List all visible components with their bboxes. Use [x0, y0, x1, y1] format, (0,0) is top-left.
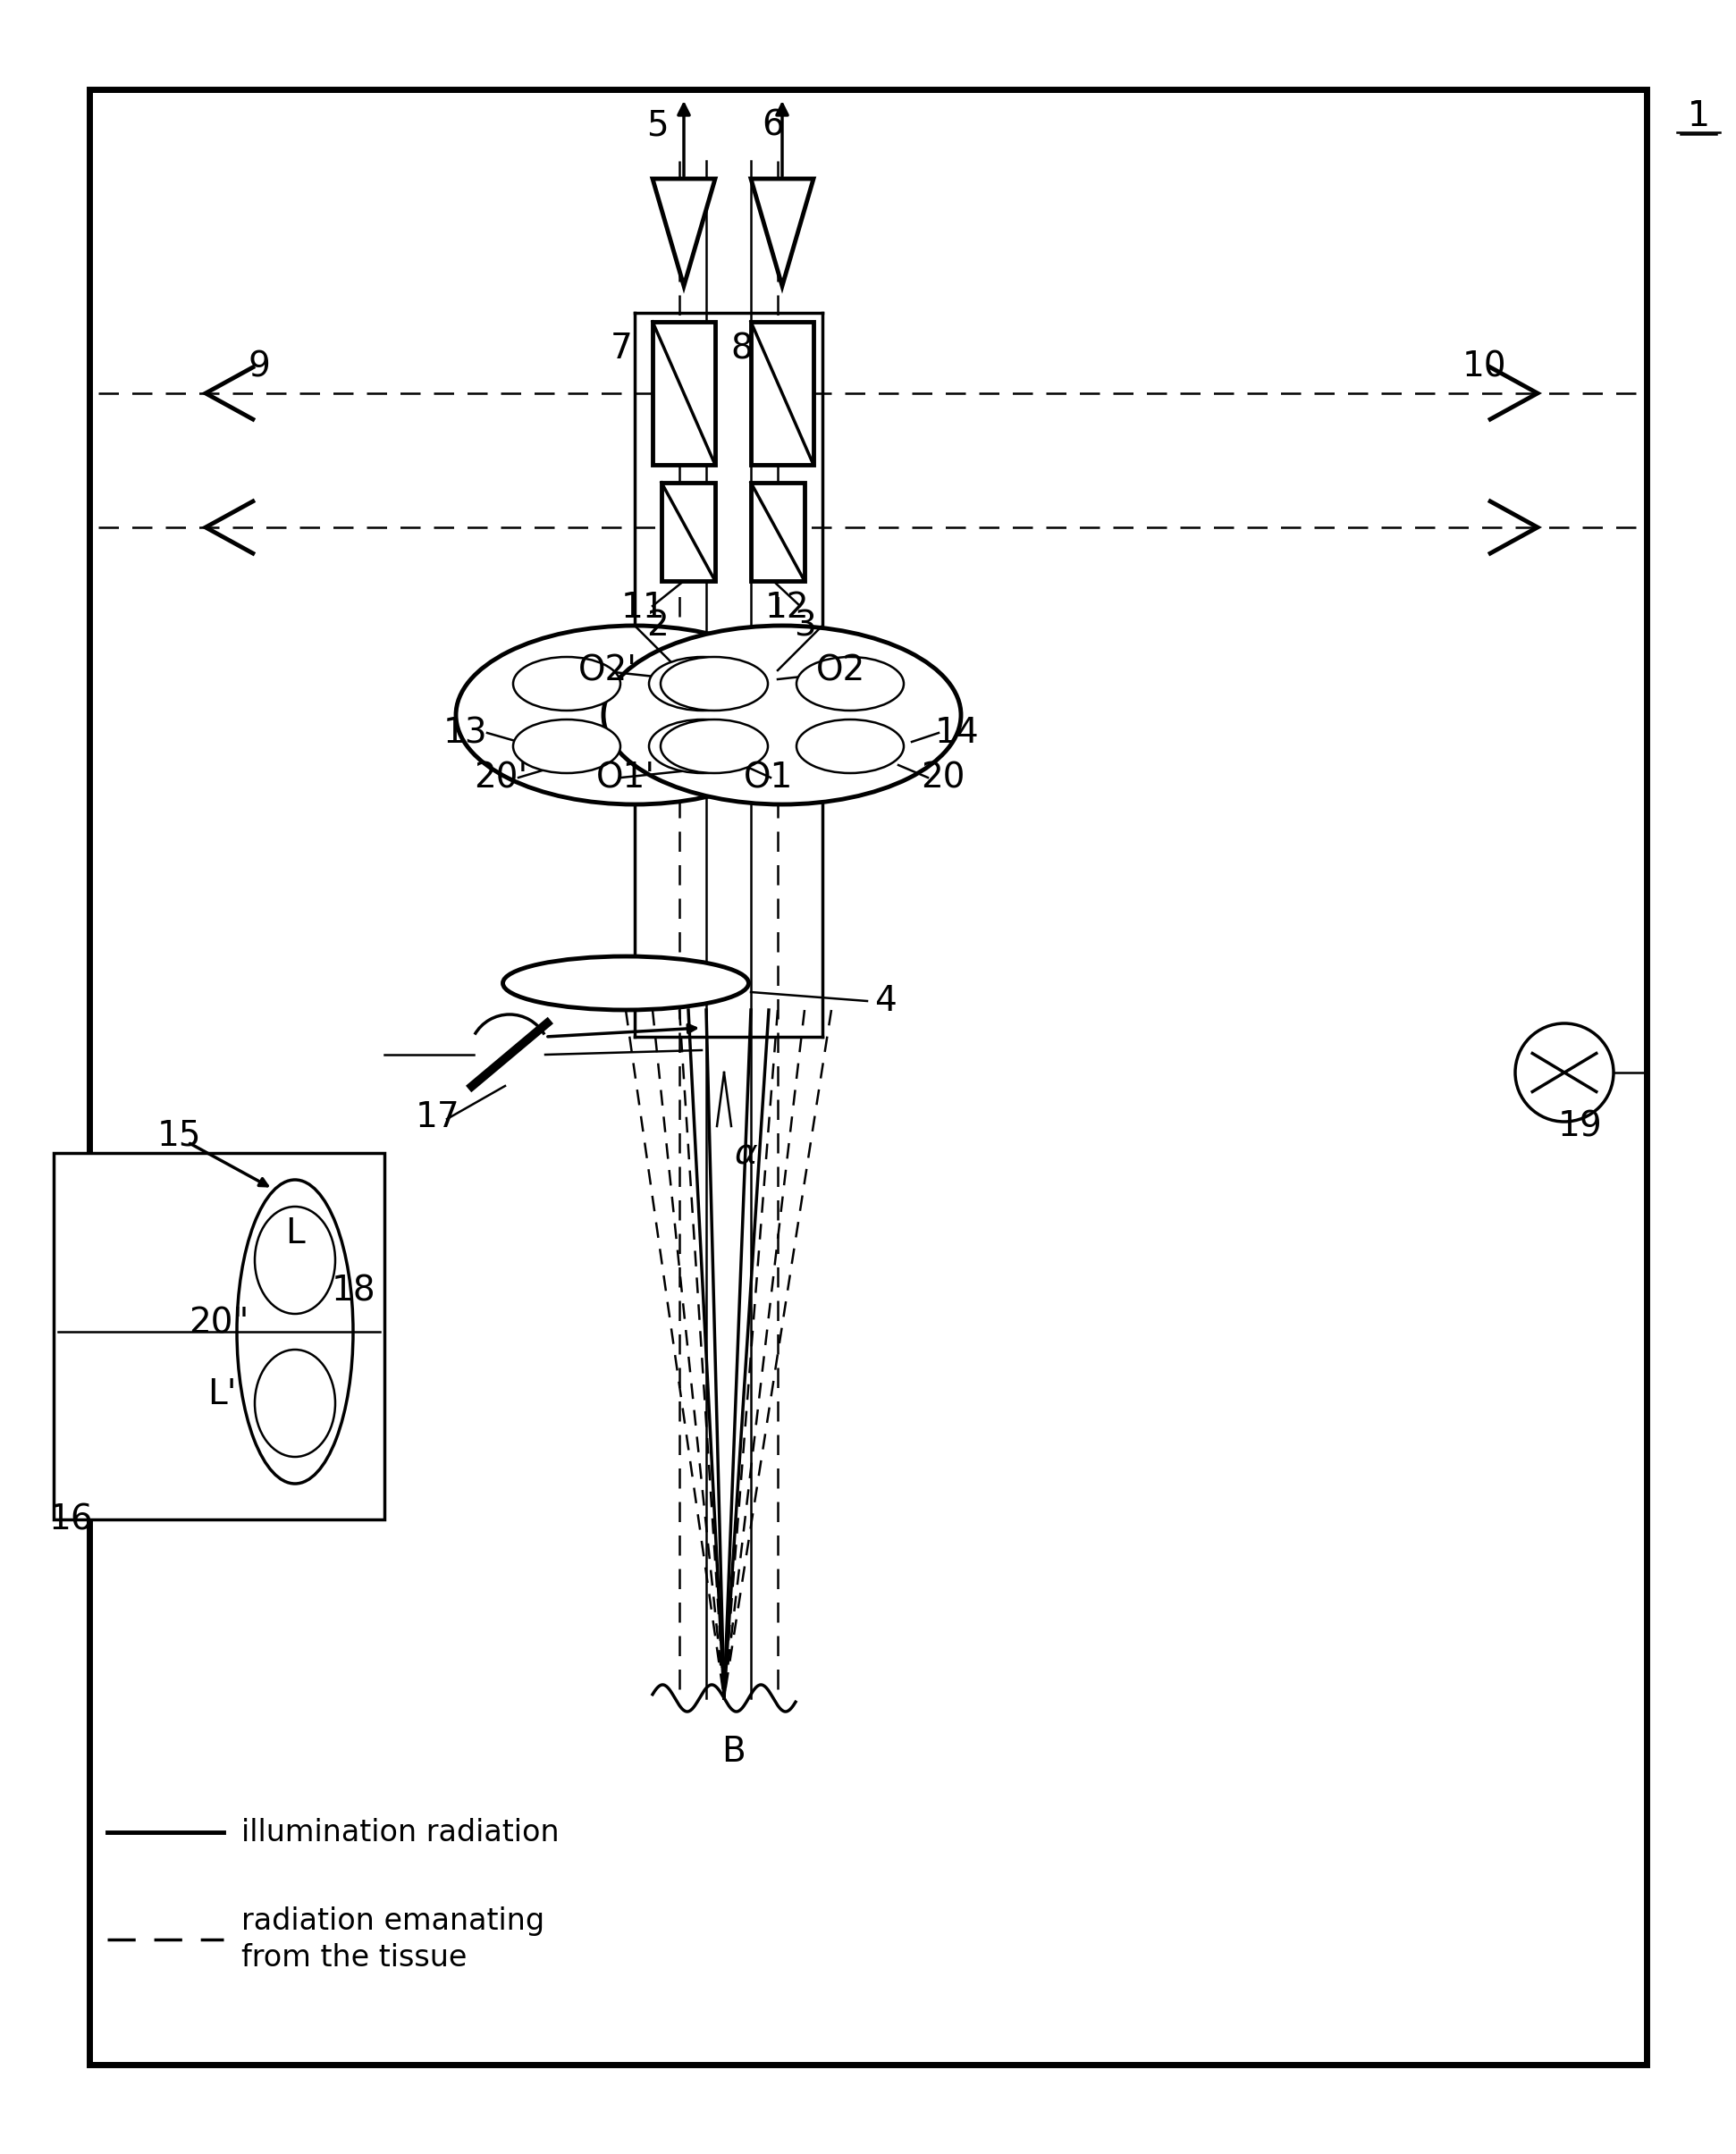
Bar [54, 1152, 384, 1519]
Text: 1: 1 [1687, 99, 1710, 134]
Text: 20: 20 [922, 760, 965, 795]
Ellipse shape [503, 956, 748, 1010]
Text: 5: 5 [646, 108, 668, 142]
Ellipse shape [236, 1180, 352, 1484]
Ellipse shape [649, 719, 757, 773]
Ellipse shape [604, 625, 962, 803]
Text: 3: 3 [793, 610, 816, 642]
Text: 16: 16 [49, 1503, 94, 1536]
Ellipse shape [661, 719, 767, 773]
Text: $\alpha$: $\alpha$ [734, 1135, 759, 1170]
Polygon shape [752, 179, 814, 286]
Text: O2: O2 [816, 653, 865, 687]
Text: 9: 9 [248, 349, 271, 383]
Text: 8: 8 [731, 332, 753, 366]
Text: 4: 4 [873, 984, 896, 1019]
Ellipse shape [649, 657, 757, 711]
Text: O1': O1' [595, 760, 654, 795]
Text: 10: 10 [1462, 349, 1507, 383]
Bar [752, 321, 814, 465]
Bar [89, 88, 1647, 2066]
Text: 11: 11 [621, 590, 667, 625]
Text: L': L' [207, 1376, 236, 1411]
Ellipse shape [661, 657, 767, 711]
Text: 18: 18 [332, 1275, 375, 1307]
Text: illumination radiation: illumination radiation [241, 1818, 559, 1846]
Ellipse shape [514, 657, 620, 711]
Text: 2: 2 [646, 610, 668, 642]
Text: 17: 17 [417, 1101, 460, 1135]
Text: 20": 20" [189, 1305, 250, 1340]
Bar [661, 482, 715, 582]
Ellipse shape [514, 719, 620, 773]
Ellipse shape [797, 657, 904, 711]
Text: O2': O2' [578, 653, 637, 687]
Text: 13: 13 [443, 715, 488, 750]
Circle shape [1516, 1023, 1613, 1122]
Text: 12: 12 [764, 590, 809, 625]
Text: 19: 19 [1559, 1109, 1602, 1144]
Polygon shape [653, 179, 715, 286]
Ellipse shape [255, 1206, 335, 1314]
Text: 15: 15 [156, 1118, 201, 1152]
Bar [752, 482, 804, 582]
Text: 20': 20' [474, 760, 528, 795]
Ellipse shape [457, 625, 814, 803]
Text: 14: 14 [934, 715, 979, 750]
Text: B: B [720, 1734, 745, 1768]
Bar [653, 321, 715, 465]
Text: 7: 7 [609, 332, 632, 366]
Text: L: L [285, 1217, 306, 1249]
Text: 1: 1 [1687, 99, 1710, 134]
Text: O1: O1 [745, 760, 793, 795]
Text: radiation emanating
from the tissue: radiation emanating from the tissue [241, 1906, 545, 1973]
Circle shape [71, 1260, 215, 1402]
Text: 6: 6 [762, 108, 785, 142]
Ellipse shape [797, 719, 904, 773]
Ellipse shape [255, 1351, 335, 1456]
